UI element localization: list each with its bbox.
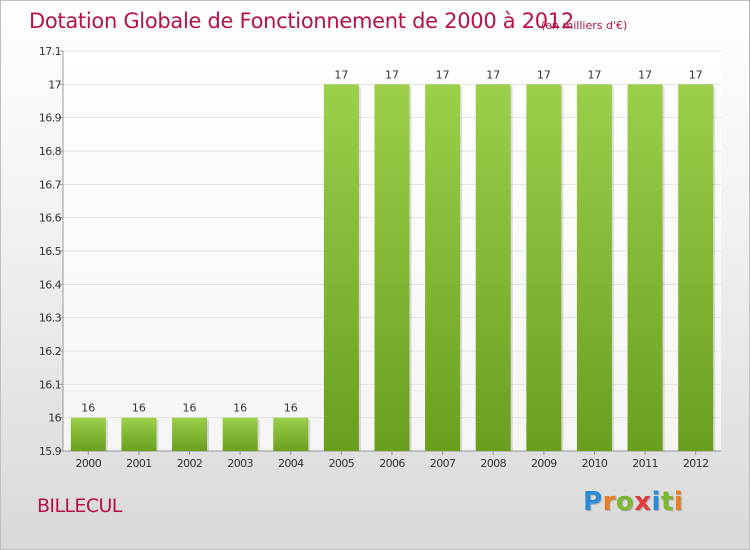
proxiti-logo[interactable]: Proxiti <box>583 487 684 517</box>
bar-value-label: 17 <box>334 68 348 81</box>
chart-title: Dotation Globale de Fonctionnement de 20… <box>29 9 574 33</box>
bar-value-label: 17 <box>486 68 500 81</box>
bar <box>627 84 663 451</box>
x-tick-label: 2010 <box>582 457 608 470</box>
bar-value-label: 17 <box>385 68 399 81</box>
x-tick-label: 2004 <box>278 457 304 470</box>
y-tick-label: 16.7 <box>39 178 62 191</box>
bar-value-label: 16 <box>81 402 95 415</box>
bar-value-label: 17 <box>689 68 703 81</box>
bar-value-label: 17 <box>638 68 652 81</box>
y-tick-label: 16.2 <box>39 345 61 358</box>
y-tick-label: 16 <box>48 412 61 425</box>
bar <box>374 84 410 451</box>
bar <box>172 417 208 451</box>
bar <box>425 84 461 451</box>
y-tick-label: 17.1 <box>39 45 61 58</box>
x-tick-label: 2012 <box>683 457 709 470</box>
bar-value-label: 17 <box>436 68 450 81</box>
bar <box>576 84 612 451</box>
y-tick-label: 16.1 <box>39 378 61 391</box>
bar <box>323 84 359 451</box>
x-tick-label: 2000 <box>76 457 102 470</box>
bar <box>475 84 511 451</box>
x-tick-label: 2006 <box>379 457 405 470</box>
y-tick-label: 16.8 <box>39 145 62 158</box>
bar-value-label: 16 <box>183 402 197 415</box>
chart-unit: (en milliers d'€) <box>541 19 628 32</box>
commune-name: BILLECUL <box>37 495 122 517</box>
x-tick-label: 2011 <box>632 457 658 470</box>
bar-value-label: 16 <box>233 402 247 415</box>
bar-value-label: 17 <box>537 68 551 81</box>
x-tick-label: 2003 <box>227 457 253 470</box>
x-tick-label: 2002 <box>177 457 203 470</box>
x-tick-label: 2005 <box>329 457 355 470</box>
y-tick-label: 15.9 <box>39 445 62 458</box>
bar <box>526 84 562 451</box>
y-tick-label: 16.6 <box>39 212 62 225</box>
y-tick-label: 16.5 <box>39 245 62 258</box>
bar-value-label: 16 <box>284 402 298 415</box>
bar-value-label: 17 <box>587 68 601 81</box>
y-tick-label: 16.3 <box>39 312 62 325</box>
x-tick-label: 2007 <box>430 457 456 470</box>
bar-value-label: 16 <box>132 402 146 415</box>
bar <box>273 417 309 451</box>
y-tick-label: 17 <box>48 78 61 91</box>
x-tick-label: 2008 <box>480 457 506 470</box>
y-tick-label: 16.4 <box>39 278 62 291</box>
x-tick-label: 2001 <box>126 457 152 470</box>
bar <box>678 84 714 451</box>
y-tick-label: 16.9 <box>39 112 62 125</box>
x-tick-label: 2009 <box>531 457 557 470</box>
bar <box>70 417 106 451</box>
bar <box>121 417 157 451</box>
bar <box>222 417 258 451</box>
